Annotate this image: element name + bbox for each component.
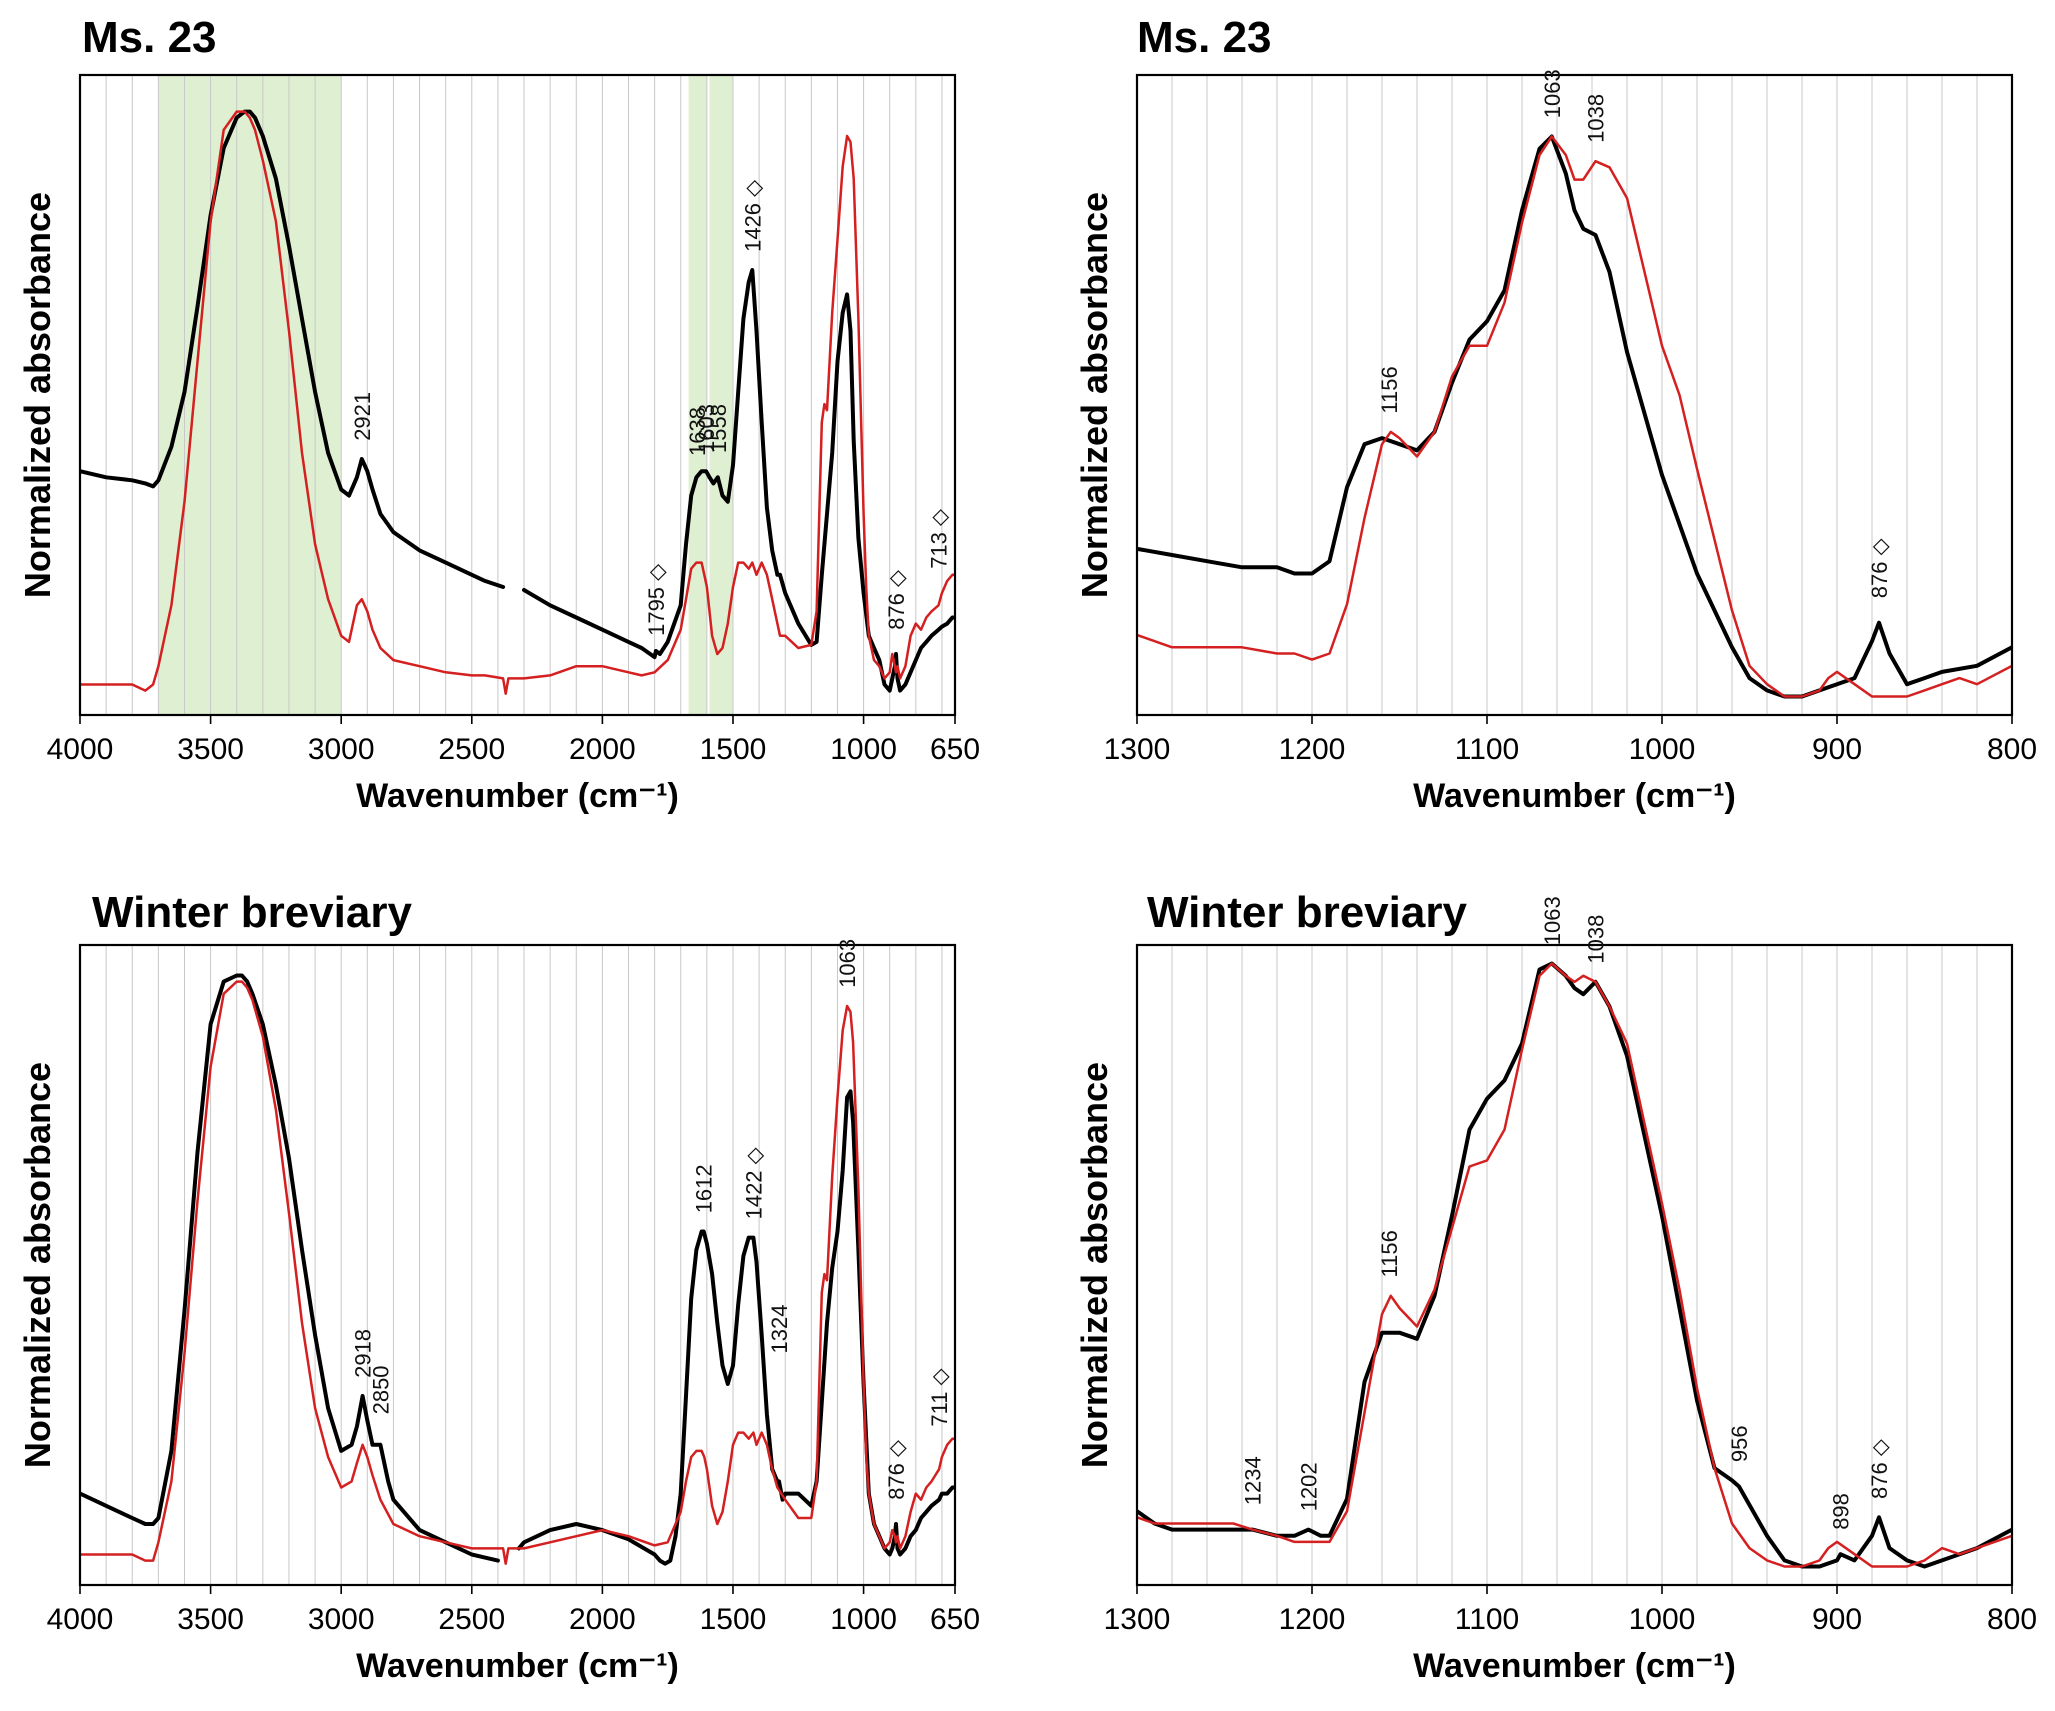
y-axis-label: Normalized absorbance bbox=[1074, 1062, 1115, 1468]
peak-label-2850: 2850 bbox=[368, 1365, 393, 1414]
y-axis-label: Normalized absorbance bbox=[17, 192, 58, 598]
grid-lines bbox=[105, 75, 943, 715]
x-axis-label: Wavenumber (cm⁻¹) bbox=[1413, 1647, 1736, 1685]
peak-label-1324: 1324 bbox=[767, 1305, 792, 1354]
plot-frame bbox=[1135, 943, 2014, 1587]
x-tick-label-1100: 1100 bbox=[1455, 733, 1520, 766]
peak-label-711: 711 ◇ bbox=[927, 1368, 952, 1426]
highlight-band-1 bbox=[158, 75, 342, 715]
x-tick-label-3500: 3500 bbox=[177, 1603, 244, 1636]
x-tick-label-1000: 1000 bbox=[1629, 733, 1696, 766]
y-axis-label: Normalized absorbance bbox=[17, 1062, 58, 1468]
plot-frame bbox=[1135, 73, 2014, 717]
peak-label-876: 876 ◇ bbox=[884, 1440, 909, 1500]
chart-panel-1: 4000 3500 3000 2500 2000 1500 1000 650 2921 1795 … bbox=[17, 13, 980, 815]
x-tick-label-800: 800 bbox=[1987, 733, 2037, 766]
chart-title: Ms. 23 bbox=[1137, 13, 1272, 62]
x-tick-label-1000: 1000 bbox=[1629, 1603, 1696, 1636]
peak-label-1038: 1038 bbox=[1584, 94, 1609, 143]
peak-label-1426: 1426 ◇ bbox=[740, 180, 765, 252]
x-tick-label-3000: 3000 bbox=[308, 1603, 375, 1636]
series-line-sample bbox=[1137, 961, 2012, 1569]
x-axis-label: Wavenumber (cm⁻¹) bbox=[1413, 777, 1736, 815]
grid-lines bbox=[105, 945, 943, 1585]
peak-label-898: 898 bbox=[1829, 1493, 1854, 1530]
peak-label-1558: 1558 bbox=[706, 404, 731, 453]
peak-label-1063: 1063 bbox=[1540, 69, 1565, 118]
x-tick-label-2000: 2000 bbox=[569, 1603, 636, 1636]
x-tick-label-650: 650 bbox=[930, 1603, 980, 1636]
peak-label-2921: 2921 bbox=[350, 392, 375, 441]
y-axis-label: Normalized absorbance bbox=[1074, 192, 1115, 598]
x-tick-label-1200: 1200 bbox=[1279, 1603, 1346, 1636]
x-tick-label-2500: 2500 bbox=[438, 1603, 505, 1636]
series-line-reference bbox=[1137, 135, 2012, 698]
series-line-reference bbox=[80, 110, 955, 695]
grid-lines bbox=[1171, 75, 1978, 715]
peak-label-2918: 2918 bbox=[351, 1329, 376, 1378]
x-axis-label: Wavenumber (cm⁻¹) bbox=[356, 777, 679, 815]
x-tick-label-1000: 1000 bbox=[830, 1603, 897, 1636]
x-tick-label-1300: 1300 bbox=[1104, 1603, 1171, 1636]
chart-panel-4: 1300 1200 1100 1000 900 800 1234 1202 1156 1063 10… bbox=[1074, 888, 2037, 1685]
x-tick-label-4000: 4000 bbox=[47, 1603, 114, 1636]
peak-label-1038: 1038 bbox=[1584, 915, 1609, 964]
x-tick-label-1000: 1000 bbox=[830, 733, 897, 766]
peak-label-876: 876 ◇ bbox=[1867, 1439, 1892, 1499]
peak-label-1063: 1063 bbox=[1540, 896, 1565, 945]
peak-label-1638: 1638 bbox=[685, 407, 710, 456]
chart-title: Winter breviary bbox=[92, 888, 412, 937]
x-tick-label-2000: 2000 bbox=[569, 733, 636, 766]
peak-label-876: 876 ◇ bbox=[1867, 538, 1892, 598]
chart-title: Ms. 23 bbox=[82, 13, 217, 62]
series-line-sample bbox=[80, 109, 955, 693]
series-line-sample bbox=[1137, 134, 2012, 699]
peak-label-1202: 1202 bbox=[1297, 1462, 1322, 1511]
plot-frame bbox=[78, 73, 957, 717]
x-tick-label-1300: 1300 bbox=[1104, 733, 1171, 766]
x-tick-label-1200: 1200 bbox=[1279, 733, 1346, 766]
peak-label-1612: 1612 bbox=[692, 1164, 717, 1213]
peak-label-1156: 1156 bbox=[1377, 1230, 1402, 1277]
chart-panel-2: 1300 1200 1100 1000 900 800 1156 1063 1038 876 ◇ M… bbox=[1074, 13, 2037, 815]
peak-label-876: 876 ◇ bbox=[884, 570, 909, 630]
highlight-band-3 bbox=[709, 75, 733, 715]
x-axis-label: Wavenumber (cm⁻¹) bbox=[356, 1647, 679, 1685]
peak-label-1422: 1422 ◇ bbox=[741, 1147, 766, 1219]
x-tick-label-900: 900 bbox=[1812, 1603, 1862, 1636]
x-tick-label-800: 800 bbox=[1987, 1603, 2037, 1636]
peak-label-1156: 1156 bbox=[1377, 366, 1402, 413]
x-tick-label-1100: 1100 bbox=[1455, 1603, 1520, 1636]
x-tick-label-4000: 4000 bbox=[47, 733, 114, 766]
series-line-reference bbox=[1137, 962, 2012, 1568]
series-line-reference bbox=[80, 980, 955, 1565]
peak-label-956: 956 bbox=[1727, 1425, 1752, 1462]
x-tick-label-1500: 1500 bbox=[700, 1603, 767, 1636]
peak-label-713: 713 ◇ bbox=[927, 509, 952, 569]
peak-label-1795: 1795 ◇ bbox=[644, 564, 669, 636]
x-tick-label-3000: 3000 bbox=[308, 733, 375, 766]
x-tick-label-1500: 1500 bbox=[700, 733, 767, 766]
x-tick-label-900: 900 bbox=[1812, 733, 1862, 766]
x-tick-label-3500: 3500 bbox=[177, 733, 244, 766]
highlight-band-2 bbox=[688, 75, 707, 715]
chart-title: Winter breviary bbox=[1147, 888, 1467, 937]
x-tick-label-2500: 2500 bbox=[438, 733, 505, 766]
grid-lines bbox=[1171, 945, 1978, 1585]
x-tick-label-650: 650 bbox=[930, 733, 980, 766]
peak-label-1234: 1234 bbox=[1241, 1456, 1266, 1505]
peak-label-1603: 1603 bbox=[694, 404, 719, 453]
peak-label-1063: 1063 bbox=[835, 939, 860, 988]
plot-frame bbox=[78, 943, 957, 1587]
